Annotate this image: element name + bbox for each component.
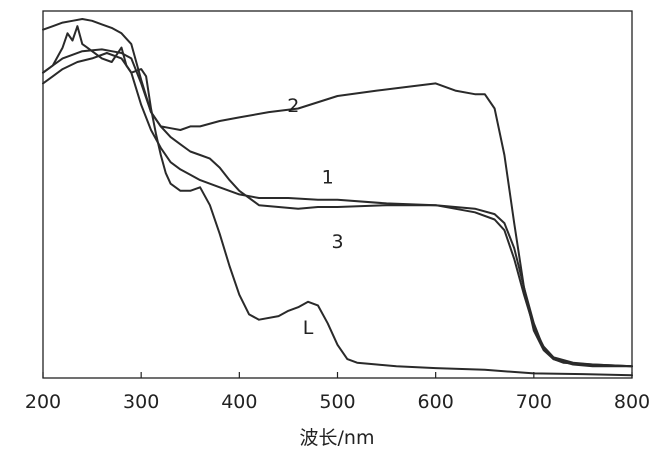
series-label-l: L	[303, 317, 314, 339]
series-label-3: 3	[331, 231, 343, 253]
series-line-2	[42, 18, 633, 368]
series-line-3	[42, 48, 633, 368]
x-tick-group: 200 300 400 500 600 700 800	[25, 372, 650, 413]
x-tick-label: 200	[25, 391, 61, 413]
series-label-1: 1	[322, 167, 334, 189]
series-line-l	[42, 25, 633, 377]
x-tick-label: 300	[123, 391, 159, 413]
x-tick-label: 800	[614, 391, 650, 413]
x-tick-label: 600	[418, 391, 454, 413]
x-axis-label: 波长/nm	[300, 427, 375, 449]
series-group	[42, 18, 633, 377]
series-line-1	[42, 52, 633, 368]
x-tick-label: 500	[319, 391, 355, 413]
series-label-group: 1 2 3 L	[287, 95, 343, 339]
x-tick-label: 400	[221, 391, 257, 413]
series-label-2: 2	[287, 95, 299, 117]
x-tick-label: 700	[516, 391, 552, 413]
plot-frame	[42, 10, 633, 379]
